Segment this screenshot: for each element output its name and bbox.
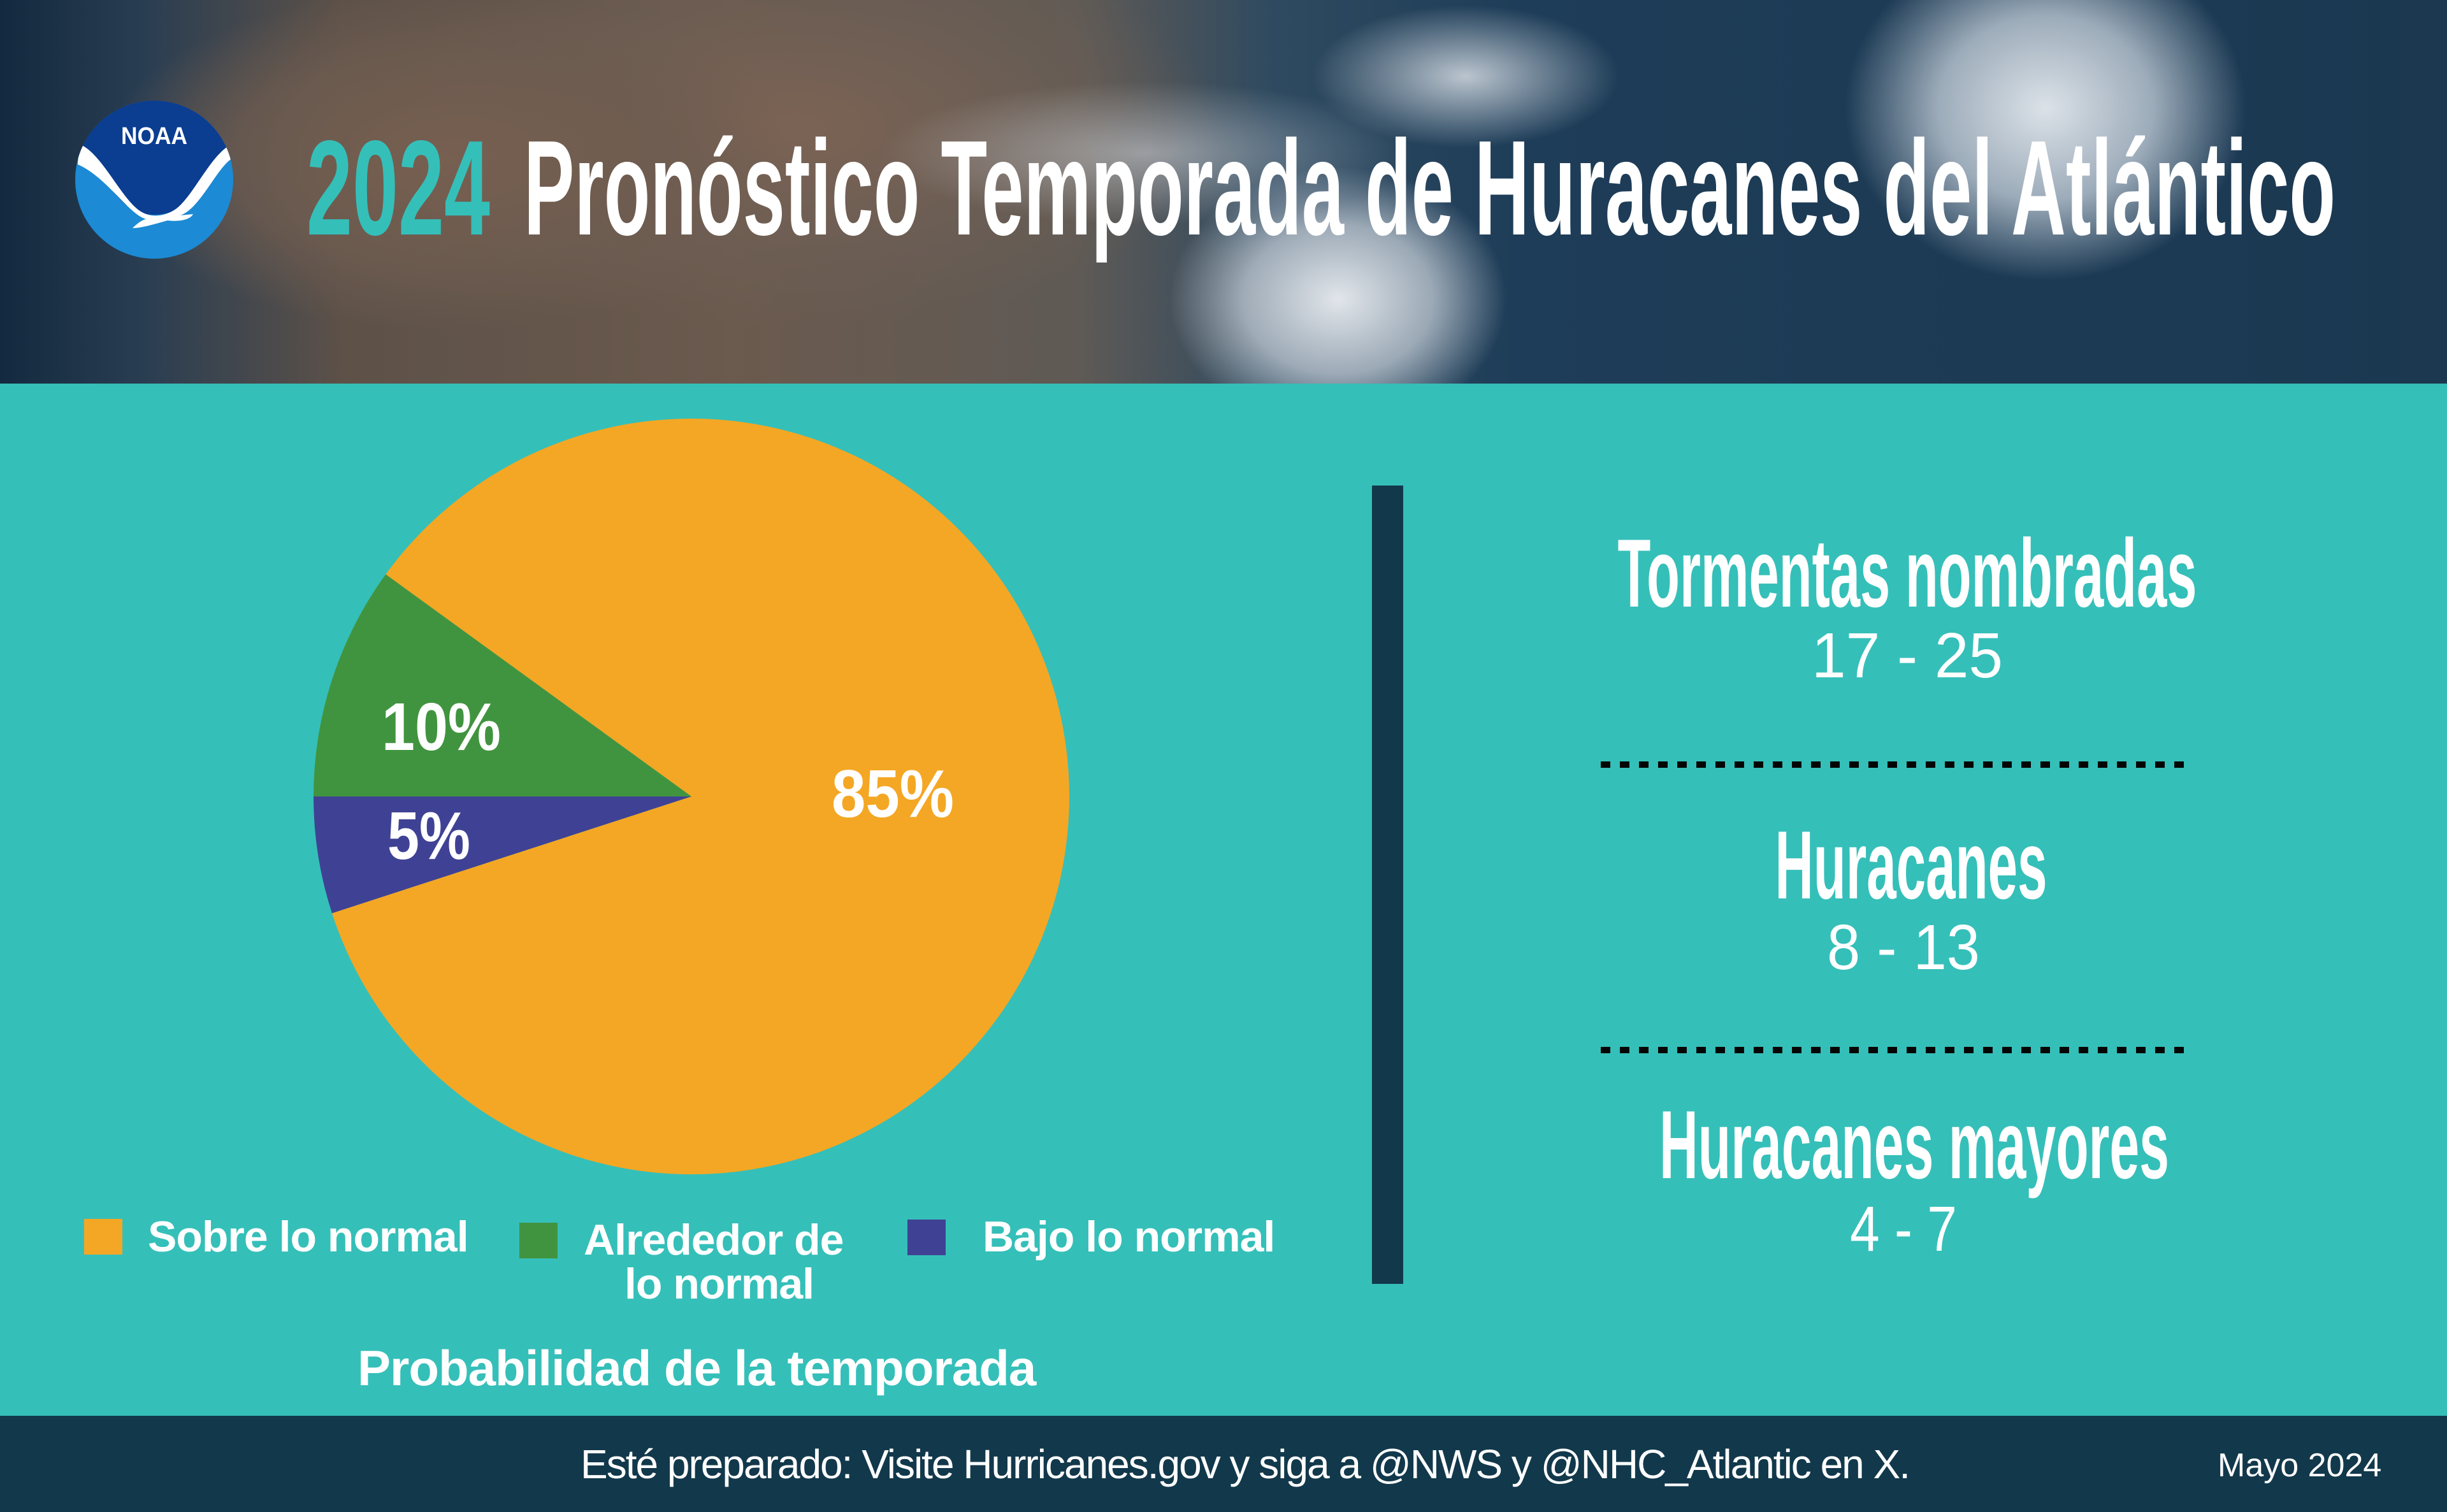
legend-label-above-normal: Sobre lo normal — [148, 1213, 469, 1261]
noaa-logo-icon: NOAA — [75, 101, 233, 259]
vertical-divider — [1372, 486, 1403, 1284]
stat-range-major-hurricanes: 4 - 7 — [1850, 1193, 1957, 1265]
legend-swatch-above-normal — [84, 1219, 122, 1255]
pie-slice-below-normal — [314, 796, 691, 914]
stat-range-hurricanes: 8 - 13 — [1827, 912, 1980, 983]
page-title: 2024 Pronóstico Temporada de Huracanes d… — [307, 112, 2335, 263]
stat-label-major-hurricanes: Huracanes mayores — [1659, 1091, 2169, 1199]
noaa-logo-text: NOAA — [121, 123, 187, 150]
footer-message: Esté preparado: Visite Hurricanes.gov y … — [581, 1441, 1910, 1487]
title-year: 2024 — [307, 112, 490, 263]
title-text: Pronóstico Temporada de Huracanes del At… — [524, 112, 2335, 263]
stat-range-named-storms: 17 - 25 — [1812, 620, 2003, 691]
pie-label-below-normal: 5% — [387, 798, 470, 874]
header-satellite-banner: NOAA 2024 Pronóstico Temporada de Huraca… — [0, 0, 2447, 384]
legend-swatch-near-normal — [519, 1223, 558, 1258]
season-probability-pie-chart: 85% 10% 5% — [314, 419, 1069, 1175]
legend-label-near-normal-line1: Alrededor de — [584, 1216, 844, 1264]
chart-caption: Probabilidad de la temporada — [357, 1340, 1036, 1396]
pie-label-near-normal: 10% — [382, 689, 501, 765]
stat-label-named-storms: Tormentas nombradas — [1618, 519, 2197, 628]
pie-slice-near-normal — [314, 574, 691, 796]
stat-label-hurricanes: Huracanes — [1775, 811, 2047, 919]
legend-label-below-normal: Bajo lo normal — [983, 1213, 1275, 1261]
legend-swatch-below-normal — [907, 1220, 946, 1255]
footer-date: Mayo 2024 — [2218, 1447, 2382, 1484]
forecast-stats-panel: Tormentas nombradas 17 - 25 Huracanes 8 … — [1618, 519, 2197, 1265]
dotted-separator-1 — [1601, 761, 2184, 768]
legend-label-near-normal-line2: lo normal — [624, 1260, 814, 1308]
footer-bar — [0, 1416, 2447, 1512]
dotted-separator-2 — [1601, 1047, 2184, 1053]
pie-label-above-normal: 85% — [832, 756, 954, 832]
pie-slice-above-normal — [332, 419, 1069, 1175]
